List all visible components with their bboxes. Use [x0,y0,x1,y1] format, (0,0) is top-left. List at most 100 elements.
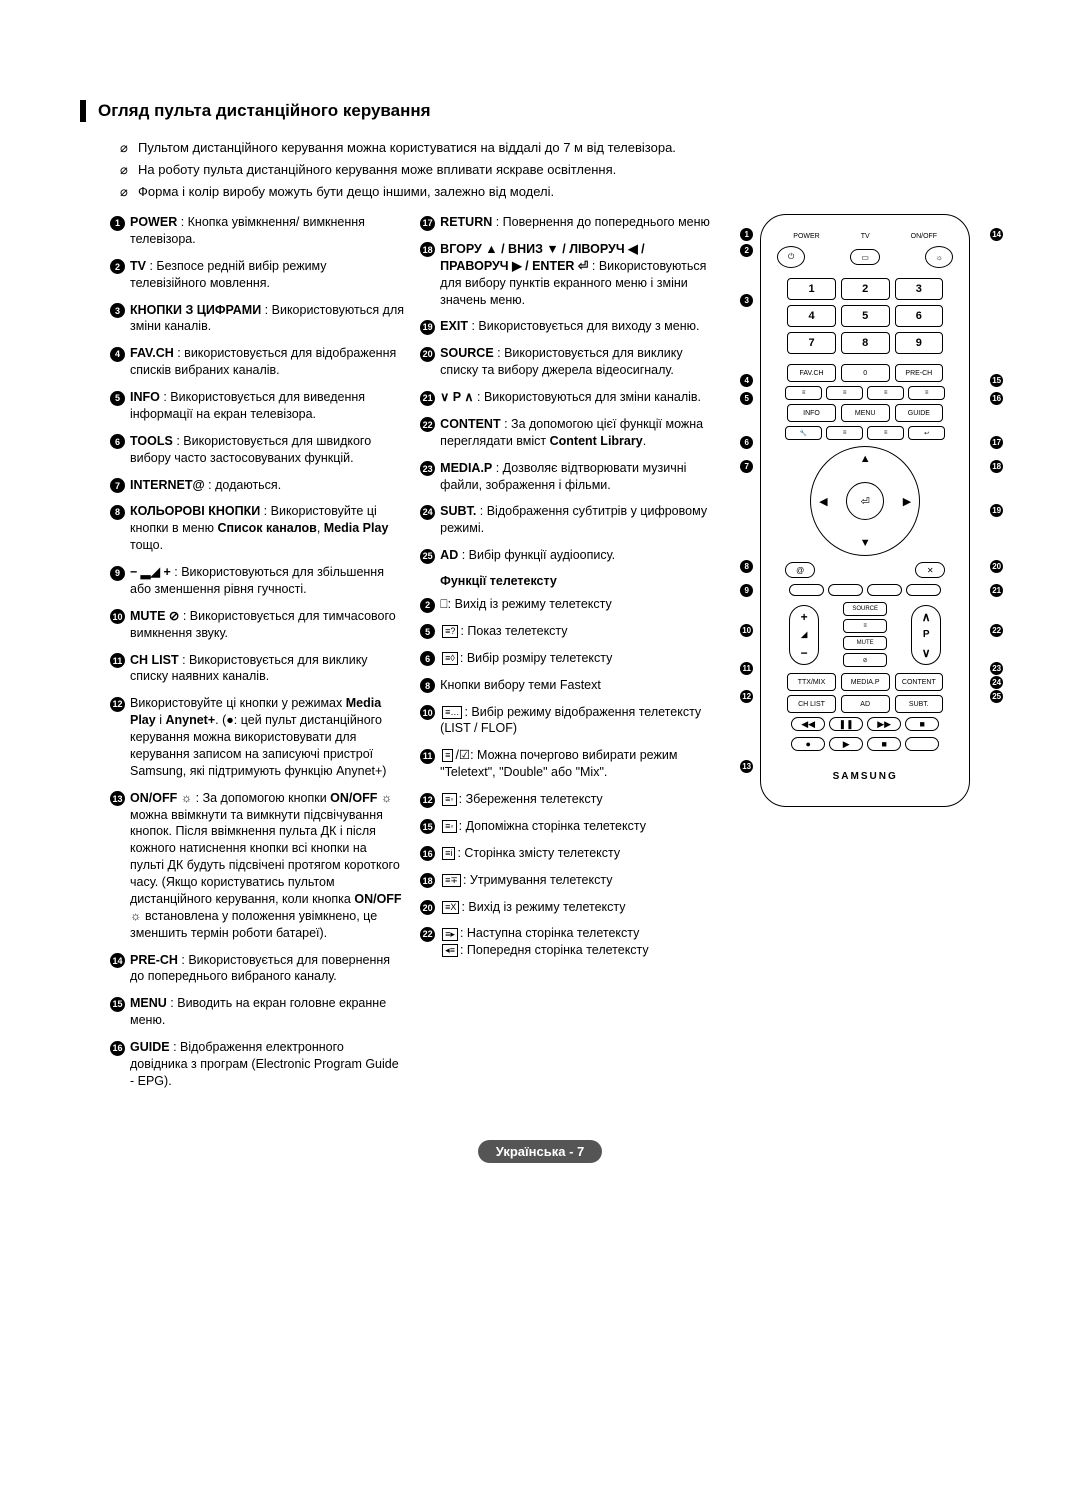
item-body: POWER : Кнопка увімкнення/ вимкнення тел… [130,214,404,248]
tools-button[interactable]: 🔧 [785,426,822,440]
item-number: 11 [110,652,130,686]
stop2-button[interactable]: ■ [905,717,939,731]
menu-button[interactable]: MENU [841,404,890,422]
volume-rocker[interactable]: + ◢ − [789,605,819,665]
onoff-button[interactable]: ☼ [925,246,953,268]
return-button[interactable]: ↩ [908,426,945,440]
list-item: 18ВГОРУ ▲ / ВНИЗ ▼ / ЛІВОРУЧ ◀ / ПРАВОРУ… [420,241,714,309]
ch-up[interactable]: ∧ [922,610,931,624]
guide-button[interactable]: GUIDE [895,404,944,422]
item-number: 8 [420,677,440,694]
spare-button[interactable] [905,737,939,751]
pause-button[interactable]: ❚❚ [829,717,863,731]
mediap-button[interactable]: MEDIA.P [841,673,890,691]
rewind-button[interactable]: ◀◀ [791,717,825,731]
callout-left: 4 [740,374,753,387]
right-arrow-icon[interactable]: ▶ [903,495,911,508]
ttx-small[interactable]: ≡ [867,386,904,400]
source-button[interactable]: SOURCE [843,602,887,616]
digit-1-button[interactable]: 1 [787,278,836,300]
info-button[interactable]: INFO [787,404,836,422]
prech-button[interactable]: PRE-CH [895,364,944,382]
yellow-button[interactable] [867,584,902,596]
item-body: ≡…: Вибір режиму відображення телетексту… [440,704,714,738]
item-number: 7 [110,477,130,494]
list-item: 2⎕: Вихід із режиму телетексту [420,596,714,613]
subt-button[interactable]: SUBT. [895,695,944,713]
footer-badge: Українська - 7 [478,1140,603,1163]
up-arrow-icon[interactable]: ▲ [860,453,871,465]
stop-button[interactable]: ■ [867,737,901,751]
mute-button[interactable]: MUTE [843,636,887,650]
list-item: 11≡/☑: Можна почергово вибирати режим "T… [420,747,714,781]
digit-2-button[interactable]: 2 [841,278,890,300]
blue-button[interactable] [906,584,941,596]
red-button[interactable] [789,584,824,596]
list-item: 24SUBT. : Відображення субтитрів у цифро… [420,503,714,537]
vol-up[interactable]: + [801,610,808,624]
record-button[interactable]: ● [791,737,825,751]
exit-button[interactable]: ✕ [915,562,945,578]
left-arrow-icon[interactable]: ◀ [819,495,827,508]
nav-ring[interactable]: ▲ ▼ ◀ ▶ ⏎ [810,446,920,556]
power-button[interactable]: ⏻ [777,246,805,268]
ch-down[interactable]: ∨ [922,646,931,660]
item-number: 10 [110,608,130,642]
item-number: 5 [110,389,130,423]
callout-right: 21 [990,584,1003,597]
note-text: На роботу пульта дистанційного керування… [138,162,616,178]
item-number: 3 [110,302,130,336]
ttx-small[interactable]: ⊘ [843,653,887,667]
tv-button[interactable]: ▭ [850,249,880,265]
digit-4-button[interactable]: 4 [787,305,836,327]
zero-button[interactable]: 0 [841,364,890,382]
ttx-small[interactable]: ≡ [826,386,863,400]
item-body: ≡?: Показ телетексту [440,623,714,640]
digit-8-button[interactable]: 8 [841,332,890,354]
list-item: 12≡◦: Збереження телетексту [420,791,714,808]
favch-button[interactable]: FAV.CH [787,364,836,382]
play-button[interactable]: ▶ [829,737,863,751]
ttx-small[interactable]: ≡ [908,386,945,400]
vol-down[interactable]: − [801,646,808,660]
digit-9-button[interactable]: 9 [895,332,944,354]
enter-button[interactable]: ⏎ [846,482,884,520]
channel-rocker[interactable]: ∧ P ∨ [911,605,941,665]
item-number: 16 [420,845,440,862]
list-item: 23MEDIA.P : Дозволяє відтворювати музичн… [420,460,714,494]
callout-left: 7 [740,460,753,473]
green-button[interactable] [828,584,863,596]
ttx-small[interactable]: ≡ [785,386,822,400]
internet-button[interactable]: @ [785,562,815,578]
item-number: 15 [110,995,130,1029]
callout-right: 24 [990,676,1003,689]
chlist-button[interactable]: CH LIST [787,695,836,713]
item-number: 21 [420,389,440,406]
ttx-small[interactable]: ≡ [867,426,904,440]
item-number: 1 [110,214,130,248]
ffwd-button[interactable]: ▶▶ [867,717,901,731]
ttx-small[interactable]: ≡ [843,619,887,633]
content-button[interactable]: CONTENT [895,673,944,691]
list-item: 15MENU : Виводить на екран головне екран… [110,995,404,1029]
callout-right: 17 [990,436,1003,449]
item-number: 10 [420,704,440,738]
ttx-small[interactable]: ≡ [826,426,863,440]
ad-button[interactable]: AD [841,695,890,713]
numeric-keypad: 123 456 789 [771,274,959,358]
item-number: 12 [110,695,130,779]
digit-3-button[interactable]: 3 [895,278,944,300]
callout-left: 1 [740,228,753,241]
digit-5-button[interactable]: 5 [841,305,890,327]
item-body: GUIDE : Відображення електронного довідн… [130,1039,404,1090]
teletext-heading: Функції телетексту [440,574,714,588]
down-arrow-icon[interactable]: ▼ [860,537,871,549]
callout-right: 23 [990,662,1003,675]
digit-6-button[interactable]: 6 [895,305,944,327]
remote-control: POWER TV ON/OFF ⏻ ▭ ☼ 123456789 FAV.CH 0… [760,214,970,807]
digit-7-button[interactable]: 7 [787,332,836,354]
callout-left: 13 [740,760,753,773]
item-number: 18 [420,241,440,309]
ttxmix-button[interactable]: TTX/MIX [787,673,836,691]
callout-right: 16 [990,392,1003,405]
